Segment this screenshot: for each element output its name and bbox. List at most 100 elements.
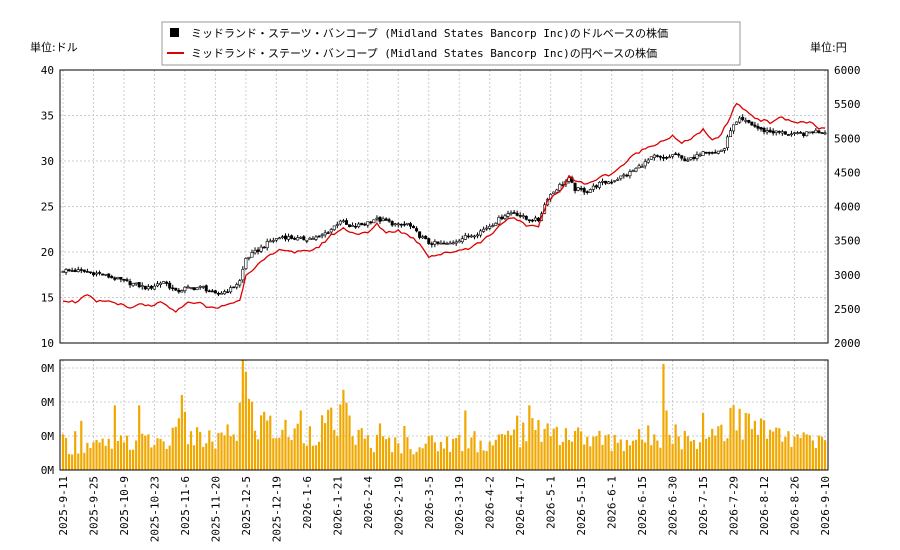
volume-bar [156,438,159,470]
usd-candle-body [695,154,699,159]
usd-candle-body [485,227,489,230]
volume-bar [455,437,458,470]
volume-bar [101,438,104,470]
volume-bar [546,423,549,470]
volume-bar [592,436,595,470]
volume-grid [60,360,828,470]
usd-candle-body [759,127,763,130]
usd-candle-body [186,286,190,289]
usd-candle-body [762,127,766,132]
usd-candle-body [466,235,470,238]
usd-candle-body [180,290,184,293]
price-grid [60,69,828,344]
usd-candle-body [780,131,784,134]
volume-bar [653,434,656,470]
volume-bar [223,435,226,470]
volume-bar [403,426,406,470]
usd-candle-body [348,224,352,228]
usd-candle-body [73,269,77,273]
volume-bar [787,431,790,470]
usd-candle-body [67,269,71,271]
volume-bar [83,452,86,470]
volume-bar [275,438,278,470]
usd-candle-body [241,269,245,281]
usd-candle-body [579,188,583,190]
volume-bar [470,437,473,470]
volume-bar [701,413,705,470]
volume-bar [738,408,741,470]
usd-candle-body [268,240,272,243]
price-panel-frame [59,69,829,344]
usd-candle-body [335,224,339,226]
volume-bar [296,423,299,470]
volume-bar [363,438,366,470]
usd-candle-body [777,131,781,133]
usd-candle-body [146,286,150,290]
volume-bar [637,429,641,470]
volume-bar [202,446,205,470]
usd-candle-body [125,279,129,281]
usd-candle-body [408,223,412,227]
usd-candle-body [555,189,559,193]
volume-bar [726,438,729,470]
volume-bar [775,427,778,470]
usd-candle-body [421,236,425,239]
volume-bar [772,431,775,470]
volume-bar [192,445,196,470]
volume-bar [424,443,427,470]
price-right-tick-label: 5500 [834,98,861,111]
right-unit-label: 単位:円 [810,40,847,54]
volume-bar [211,441,214,470]
volume-bar [284,419,287,470]
volume-bar [494,439,497,470]
volume-bar [564,428,568,470]
volume-bar [159,438,162,470]
volume-bar [217,432,220,470]
usd-candle-body [372,219,376,224]
x-tick-label: 2026-2-4 [362,476,375,529]
volume-bar [537,419,540,470]
volume-bar [384,439,388,470]
volume-bar [436,451,440,470]
usd-candle-body [671,154,675,157]
usd-candle-body [238,280,242,286]
usd-candle-body [274,238,278,241]
volume-bar [174,426,177,470]
usd-candle-body [323,232,327,236]
volume-bar [808,435,811,470]
usd-candle-body [341,220,345,223]
volume-bar [406,437,409,470]
usd-candle-body [149,285,153,289]
usd-candle-body [552,191,556,194]
usd-candle-body [174,287,178,291]
volume-bar [516,415,519,470]
volume-bar [378,423,382,470]
volume-bar [305,446,308,470]
volume-bar [561,441,564,470]
usd-candle-body [774,130,778,133]
usd-candle-body [244,258,248,269]
volume-bar [375,434,379,470]
volume-bar [790,446,793,470]
usd-candle-body [134,282,138,285]
usd-candle-body [658,155,662,158]
usd-candle-body [613,180,617,182]
volume-bar [458,434,461,470]
usd-candle-body [110,276,114,279]
volume-axis: 0M 0M 0M 0M [41,362,55,477]
usd-candle-body [741,117,745,121]
volume-bar [336,435,339,470]
usd-candle-body [369,221,373,224]
volume-bar [522,422,525,470]
price-left-tick-label: 30 [41,155,54,168]
usd-candle-body [527,219,531,221]
volume-bar [77,453,80,470]
volume-bar [71,454,74,470]
price-right-tick-label: 3000 [834,269,861,282]
volume-bar [692,439,696,470]
volume-bar [260,415,263,470]
x-tick-label: 2026-8-12 [758,476,771,536]
price-right-tick-label: 2000 [834,337,861,350]
usd-candle-body [661,157,665,159]
x-tick-label: 2026-5-15 [575,476,588,536]
